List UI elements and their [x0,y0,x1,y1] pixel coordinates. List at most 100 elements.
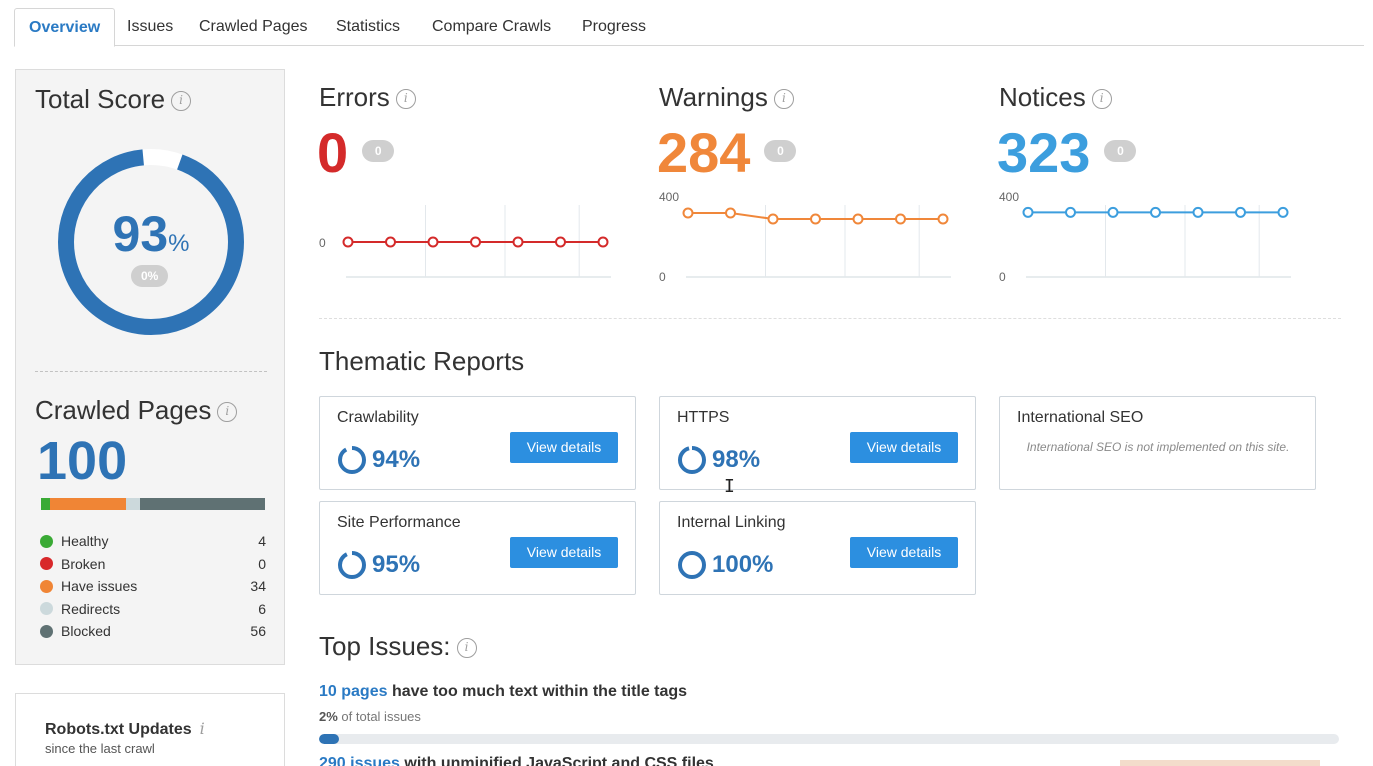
data-point[interactable] [1235,206,1246,218]
warnings-badge: 0 [764,140,797,163]
progress-ring-arc [338,446,366,474]
legend-item-redirects[interactable]: Redirects 6 [40,598,266,621]
report-card-https: HTTPS 98% View details [659,396,976,490]
report-card-score: 94% [372,446,421,473]
legend-item-have-issues[interactable]: Have issues 34 [40,575,266,598]
info-icon[interactable]: i [456,638,477,659]
bar-segment-blocked[interactable] [139,498,265,510]
score-panel: Total Score i 93% 0% Crawled Pages i 100 H… [15,69,285,665]
dot-icon [40,557,53,571]
view-details-button[interactable]: View details [850,537,958,568]
data-point[interactable] [767,213,779,225]
y-tick-label: 400 [999,192,1019,204]
tab-compare-crawls[interactable]: Compare Crawls [432,18,552,35]
info-icon[interactable]: i [217,402,238,423]
tab-progress[interactable]: Progress [582,18,647,35]
issue-row: 10 pages have too much text within the t… [319,683,687,701]
robots-heading: Robots.txt Updates i [45,719,205,739]
robots-subtitle: since the last crawl [45,741,155,756]
data-point[interactable] [512,236,524,248]
divider [35,371,267,372]
report-card-title: Crawlability [337,409,419,426]
view-details-button[interactable]: View details [850,432,958,463]
info-icon[interactable]: i [171,91,192,112]
info-icon[interactable]: i [199,719,205,738]
total-score-value: 93% [16,205,286,263]
data-point[interactable] [342,236,354,248]
legend-item-blocked[interactable]: Blocked 56 [40,620,266,643]
data-point[interactable] [1150,206,1161,218]
data-point[interactable] [385,236,396,248]
report-card-score: 98% [712,446,761,473]
legend-count: 56 [250,623,266,640]
view-details-button[interactable]: View details [510,432,618,463]
data-point[interactable] [1107,206,1119,218]
legend-item-broken[interactable]: Broken 0 [40,553,266,576]
info-icon[interactable]: i [395,89,416,110]
data-point[interactable] [852,213,864,225]
total-score-heading: Total Score i [35,84,192,115]
info-icon[interactable]: i [1091,89,1112,110]
crawled-pages-title: Crawled Pages [35,395,212,425]
tab-issues[interactable]: Issues [127,18,174,35]
warnings-value-row: 284 0 [657,121,797,184]
notices-value[interactable]: 323 [997,121,1091,184]
tab-statistics[interactable]: Statistics [336,18,401,35]
tab-crawled-pages[interactable]: Crawled Pages [199,18,308,35]
data-point[interactable] [555,236,566,248]
metric-warnings: Warnings i 284 0 400 0 [657,82,979,282]
data-point[interactable] [1065,206,1076,218]
notices-heading: Notices i [999,82,1112,113]
issue-progress-bar [319,734,1339,744]
data-point[interactable] [1277,206,1289,218]
data-point[interactable] [597,236,609,248]
bar-segment-redirects[interactable] [126,498,140,510]
robots-panel: Robots.txt Updates i since the last crawl [15,693,285,766]
partial-button[interactable] [1120,760,1320,766]
donut-arc [58,149,244,335]
errors-value[interactable]: 0 [317,121,349,184]
legend-item-healthy[interactable]: Healthy 4 [40,530,266,553]
report-card-title: International SEO [1017,409,1144,426]
issue-link[interactable]: 290 issues [319,755,400,766]
legend-label: Blocked [61,623,111,640]
report-card-site-performance: Site Performance 95% View details [319,501,636,595]
warnings-value[interactable]: 284 [657,121,751,184]
data-point[interactable] [895,213,906,225]
legend-count: 4 [258,533,266,550]
bar-segment-healthy[interactable] [41,498,50,510]
data-point[interactable] [470,236,481,248]
data-point[interactable] [1192,206,1204,218]
warnings-heading: Warnings i [659,82,794,113]
report-card-international-seo: International SEO International SEO is n… [999,396,1316,490]
metric-notices: Notices i 323 0 400 0 [997,82,1319,282]
warnings-trend-chart: 400 0 [659,192,951,282]
view-details-button[interactable]: View details [510,537,618,568]
report-card-score: 100% [712,551,774,578]
info-icon[interactable]: i [773,89,794,110]
dot-icon [40,534,53,548]
progress-ring-arc [338,551,366,579]
tab-overview[interactable]: Overview [14,8,116,47]
score-unit: % [168,230,190,257]
issue-share: 2% of total issues [319,709,421,724]
data-point[interactable] [682,207,694,219]
legend-label: Healthy [61,533,109,550]
issue-link[interactable]: 10 pages [319,683,388,700]
issue-row: 290 issues with unminified JavaScript an… [319,755,714,766]
data-point[interactable] [725,207,736,219]
y-tick-label: 0 [999,270,1006,282]
y-tick-label: 0 [659,270,666,282]
notices-value-row: 323 0 [997,121,1137,184]
score-change-badge: 0% [131,265,169,287]
data-point[interactable] [937,213,949,225]
data-point[interactable] [810,213,821,225]
progress-ring-icon [678,551,706,579]
progress-ring-icon [338,551,366,579]
report-card-title: Internal Linking [677,514,786,531]
data-point[interactable] [1022,206,1034,218]
tab-bar: Overview Issues Crawled Pages Statistics… [14,8,1364,47]
data-point[interactable] [427,236,439,248]
bar-segment-have-issues[interactable] [49,498,127,510]
